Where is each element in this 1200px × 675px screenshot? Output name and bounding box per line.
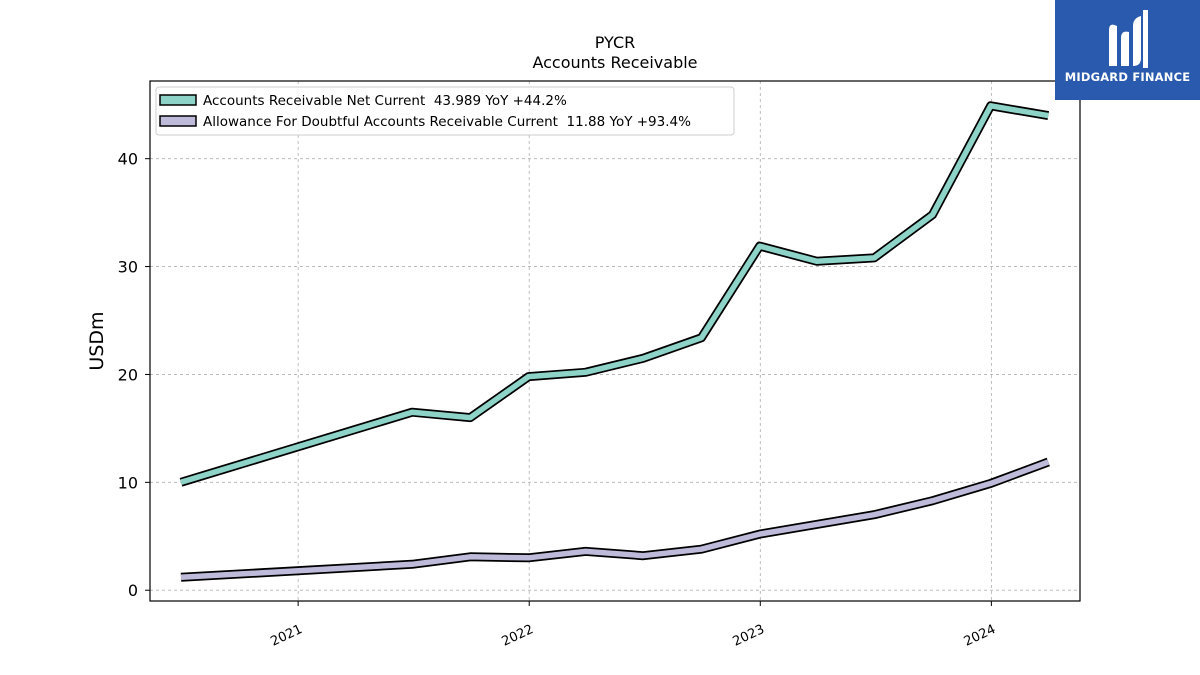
y-tick-label: 20 xyxy=(118,365,138,384)
legend-swatch-2 xyxy=(159,115,197,127)
y-axis: 0 10 20 30 40 xyxy=(118,150,150,600)
y-axis-label: USDm xyxy=(86,311,108,370)
chart-title: PYCR xyxy=(595,33,635,52)
y-tick-label: 10 xyxy=(118,473,138,492)
brand-logo-icon xyxy=(1109,10,1148,68)
legend-box xyxy=(155,86,735,136)
series-line-outline xyxy=(179,101,1050,487)
plot-frame xyxy=(149,80,1081,602)
y-tick-label: 40 xyxy=(118,150,138,169)
series-line xyxy=(180,459,1050,581)
legend-label-1: Accounts Receivable Net Current 43.989 Y… xyxy=(203,93,567,109)
x-tick-label: 2024 xyxy=(962,622,998,650)
y-tick-label: 0 xyxy=(128,581,138,600)
brand-name: MIDGARD FINANCE xyxy=(1064,70,1191,84)
y-tick-label: 30 xyxy=(118,258,138,277)
x-axis: 2021 2022 2023 2024 xyxy=(268,601,998,650)
chart-subtitle: Accounts Receivable xyxy=(532,53,697,72)
legend: Accounts Receivable Net Current 43.989 Y… xyxy=(155,86,735,136)
series-2 xyxy=(180,457,1050,582)
grid xyxy=(150,81,1080,601)
legend-swatch-1 xyxy=(159,94,197,106)
x-tick-label: 2023 xyxy=(731,622,767,650)
series-line xyxy=(180,103,1049,485)
series-line-outline xyxy=(180,457,1050,582)
x-tick-label: 2021 xyxy=(268,622,304,650)
legend-label-2: Allowance For Doubtful Accounts Receivab… xyxy=(203,114,691,130)
brand-logo: MIDGARD FINANCE xyxy=(1055,0,1200,100)
series-layer xyxy=(179,101,1050,582)
series-1 xyxy=(179,101,1050,487)
x-tick-label: 2022 xyxy=(500,622,536,650)
